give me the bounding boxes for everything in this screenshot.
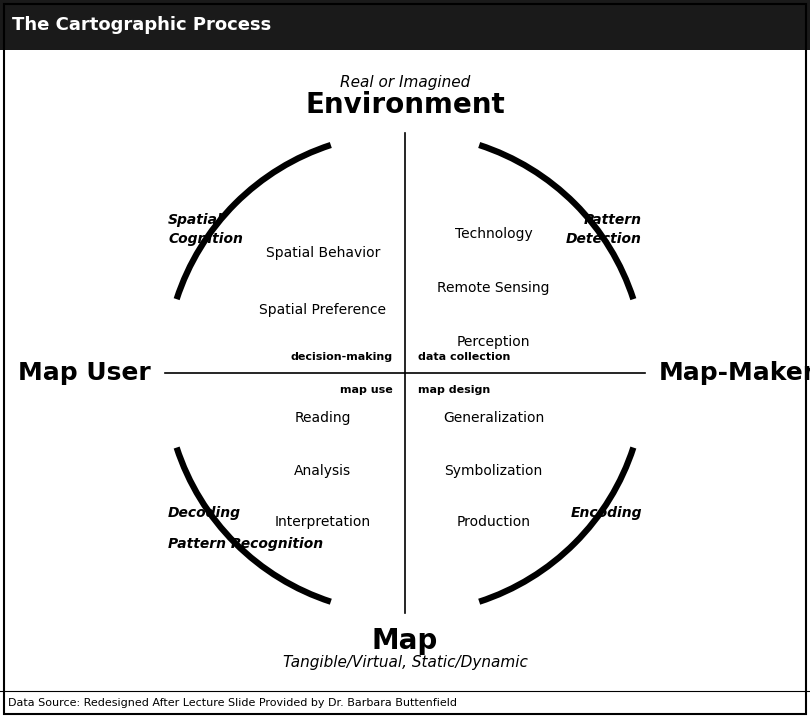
Text: Map-Maker: Map-Maker <box>659 361 810 386</box>
Text: Spatial
Cognition: Spatial Cognition <box>168 213 243 246</box>
Text: Spatial Behavior: Spatial Behavior <box>266 246 380 261</box>
Text: The Cartographic Process: The Cartographic Process <box>12 16 271 34</box>
Text: Tangible/Virtual, Static/Dynamic: Tangible/Virtual, Static/Dynamic <box>283 655 527 669</box>
Text: Production: Production <box>457 515 531 529</box>
Text: Remote Sensing: Remote Sensing <box>437 281 550 295</box>
Text: data collection: data collection <box>418 352 510 362</box>
Text: Pattern Recognition: Pattern Recognition <box>168 537 323 551</box>
Text: Map: Map <box>372 628 438 656</box>
Text: Generalization: Generalization <box>443 411 544 424</box>
Text: map use: map use <box>339 385 392 395</box>
Text: decision-making: decision-making <box>290 352 392 362</box>
Text: Real or Imagined: Real or Imagined <box>340 75 470 90</box>
Text: Technology: Technology <box>454 228 532 241</box>
Text: Interpretation: Interpretation <box>275 515 371 529</box>
Text: Perception: Perception <box>457 335 531 349</box>
Text: Decoding: Decoding <box>168 505 241 520</box>
Text: Map User: Map User <box>19 361 151 386</box>
Text: Symbolization: Symbolization <box>445 465 543 478</box>
Text: map design: map design <box>418 385 490 395</box>
Text: Encoding: Encoding <box>570 505 642 520</box>
Text: Data Source: Redesigned After Lecture Slide Provided by Dr. Barbara Buttenfield: Data Source: Redesigned After Lecture Sl… <box>8 699 457 709</box>
Text: Reading: Reading <box>295 411 351 424</box>
Text: Pattern
Detection: Pattern Detection <box>566 213 642 246</box>
Text: Spatial Preference: Spatial Preference <box>259 303 386 317</box>
Text: Environment: Environment <box>305 91 505 119</box>
Text: Analysis: Analysis <box>294 465 352 478</box>
